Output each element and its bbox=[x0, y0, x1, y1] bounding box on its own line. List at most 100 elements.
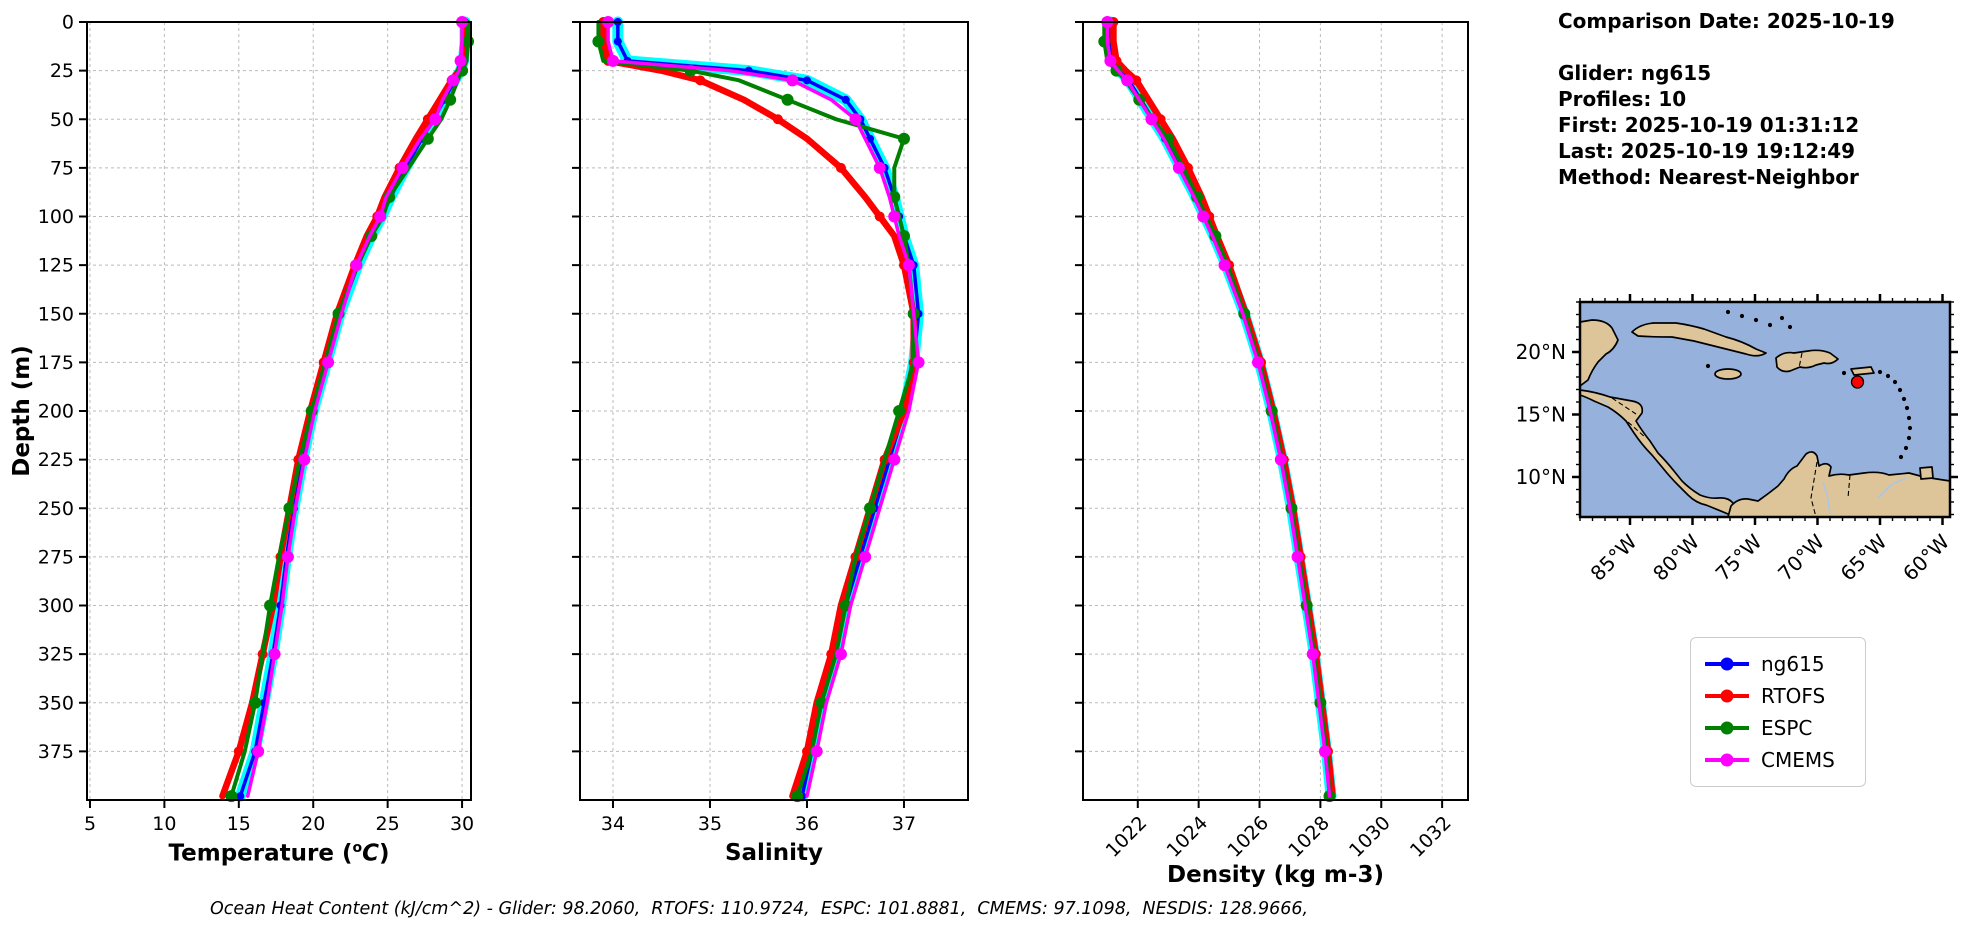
legend-label-ESPC: ESPC bbox=[1761, 716, 1813, 740]
landmasses bbox=[1579, 319, 1951, 518]
island-jamaica bbox=[1714, 368, 1742, 380]
y-ticks bbox=[572, 21, 580, 753]
comparison-date: Comparison Date: 2025-10-19 bbox=[1558, 9, 1895, 33]
salinity-chart-svg: 34 35 36 37 bbox=[572, 16, 969, 835]
x-tick-label: 5 bbox=[84, 813, 96, 835]
depth-tick-label: 25 bbox=[50, 60, 74, 82]
temperature-xlabel: Temperature (oC) bbox=[87, 840, 471, 867]
temperature-xlabel-unit: C bbox=[362, 840, 379, 867]
x-tick-label: 35 bbox=[698, 813, 722, 835]
profiles-envelope bbox=[1104, 16, 1337, 802]
legend-item-RTOFS: RTOFS bbox=[1703, 680, 1853, 712]
temperature-xlabel-post: ) bbox=[378, 840, 390, 867]
density-xlabel: Density (kg m-3) bbox=[1167, 862, 1384, 888]
x-tick-label: 1030 bbox=[1345, 812, 1395, 862]
lat-tick-label: 15°N bbox=[1516, 403, 1566, 427]
depth-tick-label: 350 bbox=[38, 692, 74, 714]
legend-swatch-CMEMS bbox=[1705, 753, 1749, 767]
temperature-chart: 5 10 15 20 25 30 0 25 50 75 100 125 150 175 200 225 250 2… bbox=[38, 12, 474, 836]
glider-name: Glider: ng615 bbox=[1558, 61, 1712, 85]
ohc-footer: Ocean Heat Content (kJ/cm^2) - Glider: 9… bbox=[210, 899, 1309, 919]
lon-tick-label: 60°W bbox=[1898, 529, 1954, 585]
salinity-xlabel: Salinity bbox=[724, 840, 824, 866]
legend-label-ng615: ng615 bbox=[1761, 652, 1825, 676]
depth-tick-label: 250 bbox=[38, 498, 74, 520]
x-ticks: 34 35 36 37 bbox=[601, 800, 916, 835]
depth-tick-label: 225 bbox=[38, 449, 74, 471]
info-panel: Comparison Date: 2025-10-19 Glider: ng61… bbox=[1558, 8, 1895, 190]
series-markers-CMEMS bbox=[252, 16, 469, 758]
depth-tick-label: 300 bbox=[38, 595, 74, 617]
x-tick-label: 15 bbox=[227, 813, 251, 835]
series-line-CMEMS bbox=[1105, 20, 1332, 798]
series-line-CMEMS bbox=[606, 20, 921, 798]
profile-count: Profiles: 10 bbox=[1558, 87, 1687, 111]
series-markers-RTOFS bbox=[1108, 17, 1333, 757]
depth-tick-label: 325 bbox=[38, 644, 74, 666]
map-svg: 20°N 15°N 10°N 85°W 80°W 75°W 70°W 65°W 60°W bbox=[1516, 294, 1958, 586]
y-ticks bbox=[1075, 21, 1083, 753]
depth-tick-label: 0 bbox=[62, 12, 74, 34]
depth-tick-label: 175 bbox=[38, 352, 74, 374]
x-tick-label: 10 bbox=[152, 813, 176, 835]
x-tick-label: 20 bbox=[301, 813, 325, 835]
x-tick-label: 1032 bbox=[1406, 812, 1456, 862]
x-tick-label: 37 bbox=[892, 813, 916, 835]
map-ticks bbox=[1572, 294, 1958, 525]
series-line-ng615 bbox=[1108, 20, 1333, 798]
salinity-chart: 34 35 36 37 bbox=[572, 16, 969, 835]
small-islands bbox=[1705, 309, 1913, 460]
country-borders bbox=[1611, 352, 1851, 518]
x-tick-label: 1024 bbox=[1162, 812, 1212, 862]
y-ticks: 0 25 50 75 100 125 150 175 200 225 250 275 300 325 350… bbox=[38, 12, 87, 763]
temperature-xlabel-pre: Temperature ( bbox=[168, 840, 353, 867]
info-panel-spacer bbox=[1558, 34, 1895, 60]
density-chart-svg: 1022 1024 1026 1028 1030 1032 bbox=[1075, 16, 1469, 862]
legend-swatch-ESPC bbox=[1705, 721, 1749, 735]
legend-label-CMEMS: CMEMS bbox=[1761, 748, 1835, 772]
temperature-chart-svg: 5 10 15 20 25 300 25 50 75 100 125 150 175 200 225 250 2… bbox=[38, 12, 474, 836]
x-tick-label: 1026 bbox=[1223, 812, 1273, 862]
lat-tick-label: 10°N bbox=[1516, 465, 1566, 489]
series-markers-ng615 bbox=[613, 18, 923, 801]
density-chart: 1022 1024 1026 1028 1030 1032 bbox=[1075, 16, 1469, 862]
series-line-ESPC bbox=[596, 20, 916, 799]
x-tick-label: 1028 bbox=[1284, 812, 1334, 862]
rivers bbox=[1599, 397, 1907, 515]
x-ticks: 5 10 15 20 25 30 bbox=[84, 800, 474, 835]
x-tick-label: 25 bbox=[376, 813, 400, 835]
depth-tick-label: 375 bbox=[38, 741, 74, 763]
lat-tick-label: 20°N bbox=[1516, 340, 1566, 364]
x-tick-label: 1022 bbox=[1102, 812, 1152, 862]
x-tick-label: 36 bbox=[795, 813, 819, 835]
lon-tick-label: 65°W bbox=[1836, 529, 1892, 585]
depth-tick-label: 75 bbox=[50, 157, 74, 179]
legend-label-RTOFS: RTOFS bbox=[1761, 684, 1826, 708]
map-frame bbox=[1578, 300, 1952, 519]
last-profile-time: Last: 2025-10-19 19:12:49 bbox=[1558, 139, 1856, 163]
location-map: 20°N 15°N 10°N 85°W 80°W 75°W 70°W 65°W 60°W bbox=[1516, 294, 1958, 586]
legend-item-ESPC: ESPC bbox=[1703, 712, 1853, 744]
legend: ng615 RTOFS ESPC CMEMS bbox=[1690, 637, 1866, 787]
series-markers-CMEMS bbox=[602, 16, 925, 758]
legend-item-ng615: ng615 bbox=[1703, 648, 1853, 680]
depth-tick-label: 50 bbox=[50, 109, 74, 131]
temperature-xlabel-sup: o bbox=[352, 840, 363, 856]
depth-tick-label: 200 bbox=[38, 401, 74, 423]
x-tick-label: 34 bbox=[601, 813, 625, 835]
series-markers-CMEMS bbox=[1101, 16, 1331, 758]
series-markers-ESPC bbox=[1098, 35, 1336, 803]
lon-tick-label: 80°W bbox=[1648, 529, 1704, 585]
legend-item-CMEMS: CMEMS bbox=[1703, 744, 1853, 776]
depth-tick-label: 150 bbox=[38, 303, 74, 325]
depth-tick-label: 125 bbox=[38, 255, 74, 277]
series-line-RTOFS bbox=[1110, 18, 1336, 800]
depth-tick-label: 275 bbox=[38, 546, 74, 568]
depth-tick-label: 100 bbox=[38, 206, 74, 228]
lon-tick-label: 75°W bbox=[1711, 529, 1767, 585]
lon-tick-label: 70°W bbox=[1773, 529, 1829, 585]
series-line-RTOFS bbox=[600, 18, 917, 800]
first-profile-time: First: 2025-10-19 01:31:12 bbox=[1558, 113, 1860, 137]
series-markers-ng615 bbox=[1106, 18, 1336, 801]
